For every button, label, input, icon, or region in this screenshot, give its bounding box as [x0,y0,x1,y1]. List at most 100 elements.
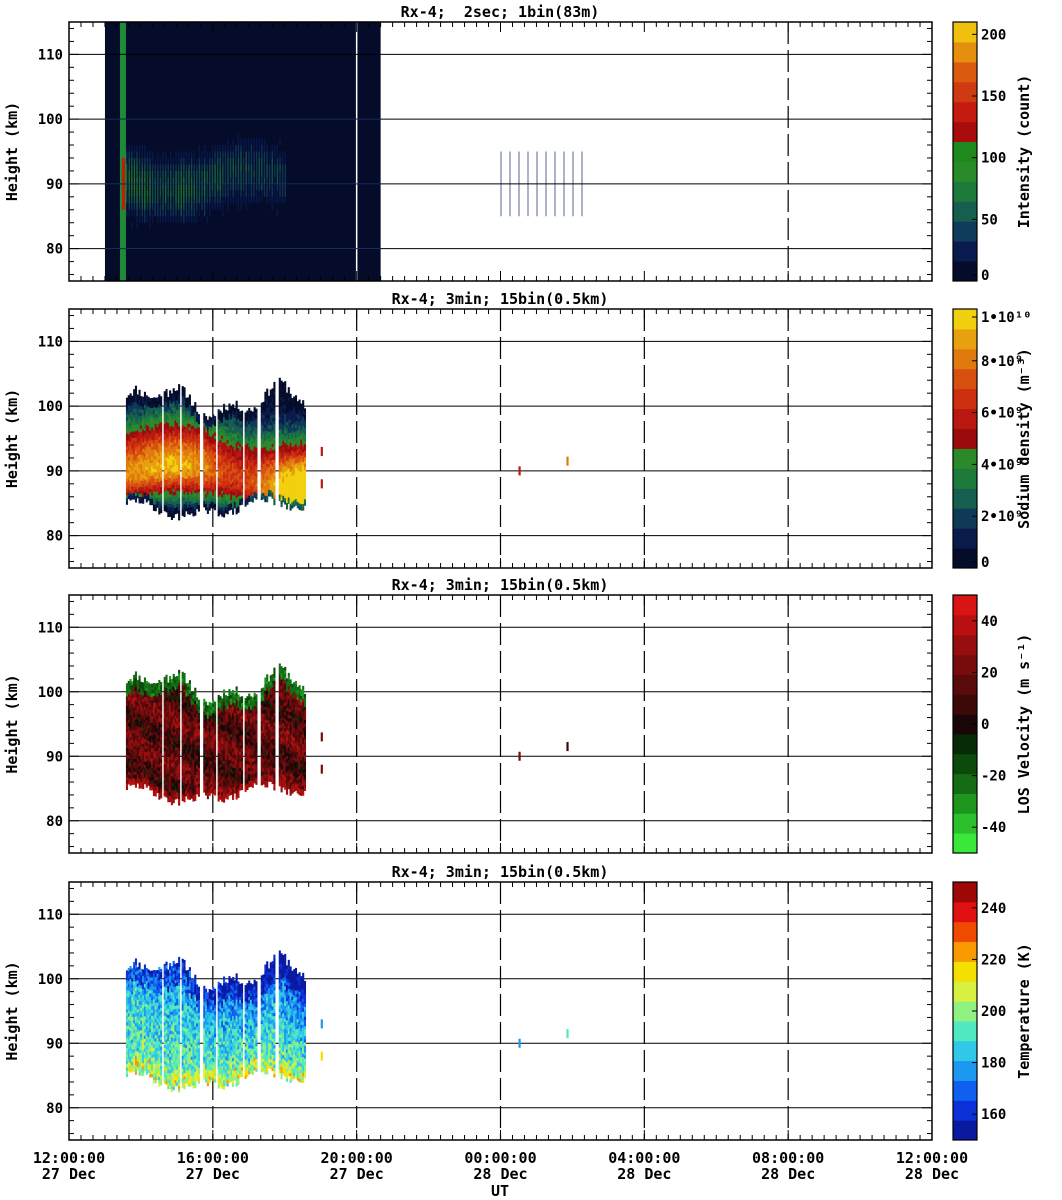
data-cell [181,505,184,510]
data-cell [212,421,215,425]
data-cell [154,751,157,755]
data-cell [156,478,159,482]
data-cell [289,497,292,501]
data-cell [203,432,206,437]
data-cell [131,164,133,171]
data-cell [163,728,166,733]
data-cell [125,164,128,171]
colorbar-swatch [953,528,977,549]
data-cell [145,690,148,695]
data-cell [192,405,195,410]
data-cell [214,464,217,469]
data-cell [264,401,267,406]
data-cell [210,420,213,425]
data-cell [273,501,276,506]
data-cell [245,151,247,158]
data-cell [284,481,287,486]
data-cell [127,414,130,419]
data-cell [190,493,193,498]
data-cell [262,476,265,480]
data-cell [239,433,242,438]
data-cell [172,410,175,415]
data-cell [217,448,220,452]
data-cell [255,138,258,146]
data-cell [158,760,161,765]
data-cell [251,431,254,435]
data-cell [154,465,157,470]
data-cell [177,164,180,171]
data-cell [152,686,155,690]
data-cell [145,713,148,717]
data-cell [174,471,177,476]
data-cell [145,450,148,454]
data-cell [285,457,289,461]
data-cell [144,203,146,210]
data-cell [245,164,247,171]
data-cell [190,190,193,197]
data-cell [271,157,273,165]
data-cell [133,700,136,705]
data-cell [253,478,256,482]
data-cell [253,157,255,165]
data-cell [187,488,190,492]
data-cell [154,696,157,700]
data-cell [151,164,154,171]
data-cell [300,474,303,479]
data-cell [151,398,154,402]
data-cell [229,190,232,197]
data-cell [253,471,256,476]
data-cell [291,491,294,496]
data-cell [278,439,281,443]
data-cell [125,783,129,787]
data-cell [145,742,148,746]
data-cell [151,719,154,723]
data-cell [136,725,139,729]
data-cell [163,488,166,492]
data-cell [169,682,172,687]
data-cell [151,449,154,454]
data-cell [142,419,145,423]
data-cell [260,460,263,465]
data-cell [170,419,173,423]
data-cell [205,500,208,504]
data-cell [170,467,173,472]
data-cell [260,483,263,488]
data-cell [187,510,190,515]
data-cell [138,425,141,429]
data-cell [303,440,307,445]
data-cell [206,203,208,210]
data-cell [260,441,263,446]
data-cell [269,434,272,439]
data-cell [165,486,168,490]
data-cell [214,497,217,501]
data-cell [260,448,263,452]
data-cell [134,700,138,704]
data-cell [237,450,240,455]
data-cell [159,183,162,191]
data-cell [260,477,263,481]
data-cell [158,462,161,466]
data-cell [278,413,281,417]
data-cell [216,145,219,152]
data-cell [273,427,276,431]
data-cell [190,435,193,440]
data-cell [183,390,186,395]
data-cell [289,409,292,414]
data-cell [185,183,188,191]
data-cell [143,407,147,412]
data-cell [129,471,132,475]
data-cell [149,501,152,506]
data-cell [163,718,166,723]
data-cell [221,509,224,514]
data-cell [147,750,150,754]
data-cell [136,478,139,483]
data-cell [291,436,294,441]
data-cell [144,145,146,152]
data-cell [128,196,130,204]
data-cell [284,420,287,424]
data-cell [133,457,136,461]
data-cell [165,414,168,419]
data-cell [263,164,266,171]
data-cell [149,725,152,730]
data-cell [154,709,157,713]
